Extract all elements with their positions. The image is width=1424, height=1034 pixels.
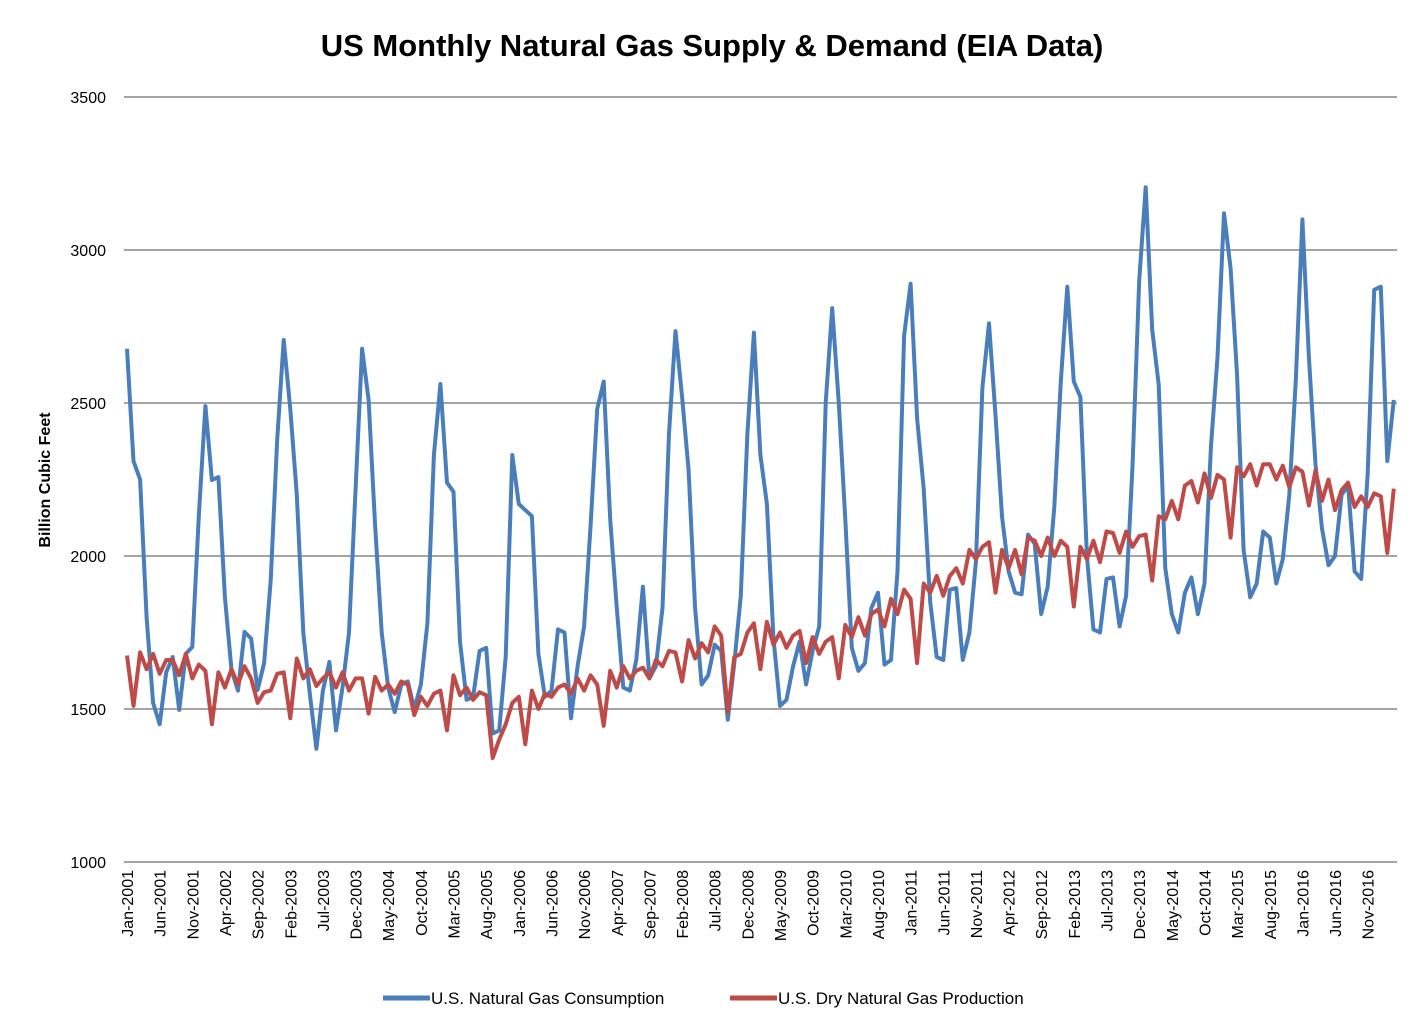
series-line-consumption [125, 185, 1396, 751]
series-lines [125, 185, 1396, 760]
x-tick-label: Aug-2015 [1263, 870, 1280, 939]
x-tick-label: Feb-2003 [283, 870, 300, 939]
x-tick-label: Jan-2006 [512, 870, 529, 937]
x-tick-label: Apr-2002 [218, 870, 235, 936]
x-tick-label: Dec-2013 [1132, 870, 1149, 939]
legend-label-production: U.S. Dry Natural Gas Production [778, 989, 1024, 1008]
legend-label-consumption: U.S. Natural Gas Consumption [431, 989, 664, 1008]
x-tick-label: Sep-2012 [1034, 870, 1051, 939]
x-tick-label: Apr-2012 [1002, 870, 1019, 936]
x-tick-labels: Jan-2001 Jun-2001 Nov-2001 Apr-2002 Sep-2002… [120, 870, 1378, 941]
x-tick-label: Jan-2001 [120, 870, 137, 937]
x-tick-label: Nov-2011 [969, 870, 986, 938]
x-tick-label: May-2014 [1165, 870, 1182, 941]
y-axis-label: Billion Cubic Feet [37, 412, 54, 548]
x-tick-label: Oct-2014 [1197, 870, 1214, 936]
y-tick-labels: 1000 1500 2000 2500 3000 3500 [70, 90, 106, 872]
y-tick-label: 2500 [70, 396, 106, 413]
x-tick-label: Nov-2001 [185, 870, 202, 939]
y-tick-label: 3000 [70, 243, 106, 260]
x-tick-label: May-2004 [381, 870, 398, 941]
y-tick-label: 3500 [70, 90, 106, 107]
x-tick-label: Jul-2008 [708, 870, 725, 931]
x-tick-label: Oct-2004 [414, 870, 431, 936]
legend: U.S. Natural Gas Consumption U.S. Dry Na… [383, 989, 1024, 1008]
y-tick-label: 1500 [70, 702, 106, 719]
x-tick-label: Mar-2015 [1230, 870, 1247, 939]
x-tick-label: Jun-2001 [153, 870, 170, 937]
x-tick-label: Jul-2003 [316, 870, 333, 931]
y-tick-label: 1000 [70, 855, 106, 872]
x-tick-label: Jun-2006 [544, 870, 561, 937]
x-tick-label: Jan-2016 [1295, 870, 1312, 937]
x-tick-label: Aug-2005 [479, 870, 496, 939]
x-tick-label: Jul-2013 [1100, 870, 1117, 931]
x-tick-label: Nov-2016 [1361, 870, 1378, 939]
x-tick-label: Nov-2006 [577, 870, 594, 939]
x-tick-label: Jun-2011 [936, 870, 953, 936]
x-tick-label: Aug-2010 [871, 870, 888, 939]
gridlines [124, 96, 1397, 863]
x-tick-label: Feb-2013 [1067, 870, 1084, 939]
x-tick-label: Dec-2003 [349, 870, 366, 939]
x-tick-label: Feb-2008 [675, 870, 692, 939]
x-tick-label: Apr-2007 [610, 870, 627, 936]
x-tick-label: Mar-2005 [447, 870, 464, 939]
y-tick-label: 2000 [70, 549, 106, 566]
x-tick-label: Oct-2009 [806, 870, 823, 936]
x-tick-label: Sep-2002 [251, 870, 268, 939]
x-tick-label: Jun-2016 [1328, 870, 1345, 937]
x-tick-label: Jan-2011 [904, 870, 921, 936]
series-line-production [125, 462, 1396, 760]
x-tick-label: Dec-2008 [740, 870, 757, 939]
chart-title: US Monthly Natural Gas Supply & Demand (… [321, 28, 1104, 63]
x-tick-label: Sep-2007 [642, 870, 659, 939]
x-tick-label: May-2009 [773, 870, 790, 941]
x-tick-label: Mar-2010 [838, 870, 855, 939]
